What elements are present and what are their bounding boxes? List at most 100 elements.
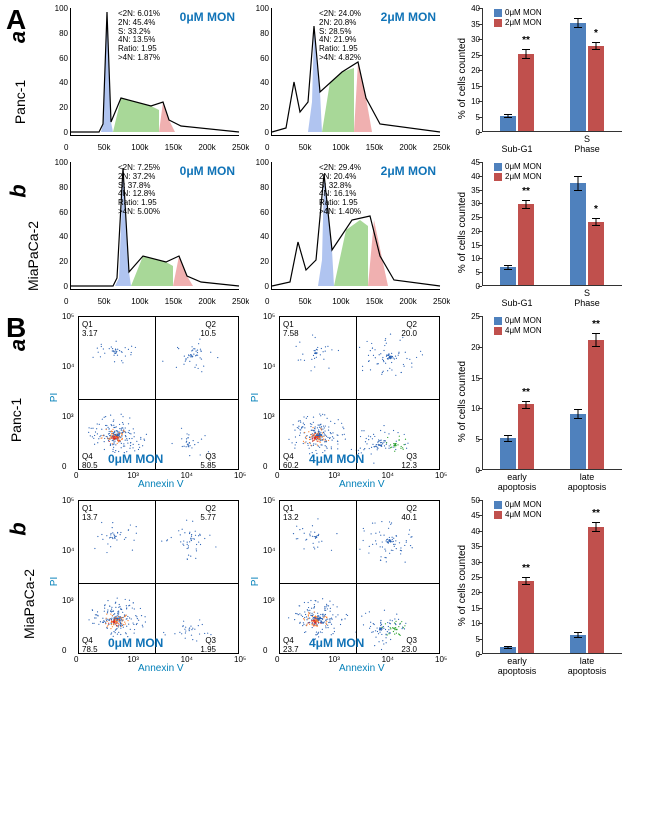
x-tick: 250k [232,297,249,306]
scatter-svg [280,501,440,651]
scatter-svg [79,317,239,467]
y-tick: 0 [263,462,267,471]
category-label: SPhase [552,134,622,154]
stat-line: >4N: 5.00% [118,208,160,217]
legend-label: 0μM MON [505,500,542,509]
quadrant-label: Q423.7 [283,636,299,654]
y-tick: 40 [59,78,68,87]
legend-item: 0μM MON [494,500,542,509]
category-label: earlyapoptosis [482,472,552,492]
scatter-ylabel: PI [49,393,60,402]
y-tick: 40 [260,78,269,87]
category-label: Sub-G1 [482,144,552,154]
x-tick: 200k [198,143,215,152]
bar [500,267,516,285]
histogram-panel: <2N: 29.4%2N: 20.4%S: 32.8%4N: 16.1%Rati… [249,158,444,308]
y-tick: 10⁵ [263,312,275,321]
legend-item: 0μM MON [494,8,542,17]
histogram-panel: <2N: 24.0%2N: 20.8%S: 28.5%4N: 21.9%Rati… [249,4,444,154]
bar-legend: 0μM MON2μM MON [494,8,542,28]
legend-item: 0μM MON [494,162,542,171]
bar [570,183,586,285]
bar-group: ** [500,54,534,132]
y-tick: 60 [59,54,68,63]
sample-label: 0μM MON [180,164,235,178]
bar-group: ** [500,204,534,285]
legend-swatch [494,19,502,27]
x-tick: 150k [165,143,182,152]
scatter-panel: Q113.7Q25.77Q31.95Q478.50μM MONPIAnnexin… [48,496,243,676]
category-label: lateapoptosis [552,656,622,676]
scatter-svg [280,317,440,467]
x-tick: 250k [433,297,450,306]
row-sublabel: b [6,522,32,535]
section-a-row: aPanc-1 <2N: 6.01%2N: 45.4%S: 33.2%4N: 1… [4,4,656,154]
histogram-stats: <2N: 6.01%2N: 45.4%S: 33.2%4N: 13.5%Rati… [118,10,160,63]
x-tick: 150k [366,297,383,306]
quadrant-label: Q13.17 [82,320,98,338]
y-tick: 80 [59,29,68,38]
sample-label: 2μM MON [381,10,436,24]
x-tick: 200k [198,297,215,306]
x-tick: 0 [265,143,269,152]
bar-group: ** [570,527,604,653]
legend-label: 2μM MON [505,172,542,181]
section-b-row: aPanc-1Q13.17Q210.5Q35.85Q480.50μM MONPI… [4,312,656,492]
y-tick: 10³ [263,412,275,421]
bar: * [588,46,604,131]
stat-line: >4N: 4.82% [319,54,361,63]
quadrant-label: Q460.2 [283,452,299,470]
x-tick: 150k [366,143,383,152]
y-tick: 0 [62,462,66,471]
histogram-stats: <2N: 7.25%2N: 37.2%S: 37.8%4N: 12.8%Rati… [118,164,160,217]
figure-root: A aPanc-1 <2N: 6.01%2N: 45.4%S: 33.2%4N:… [0,0,660,684]
sample-label: 0μM MON [108,452,163,466]
significance-marker: ** [522,35,530,46]
sample-label: 4μM MON [309,636,364,650]
x-tick: 50k [98,297,111,306]
legend-label: 4μM MON [505,326,542,335]
y-tick: 10⁵ [62,312,74,321]
x-tick: 10³ [127,655,139,664]
x-tick: 10³ [328,471,340,480]
bar [500,116,516,132]
y-tick: 60 [260,208,269,217]
bar: ** [588,340,604,469]
cell-line-label: Panc-1 [12,80,28,124]
bar-ylabel: % of cells counted [457,361,468,442]
x-tick: 250k [433,143,450,152]
y-tick: 10⁴ [62,362,74,371]
sample-label: 0μM MON [108,636,163,650]
significance-marker: ** [522,563,530,574]
scatter-xlabel: Annexin V [339,663,385,674]
y-tick: 100 [55,158,68,167]
bar-legend: 0μM MON4μM MON [494,500,542,520]
bar-group: * [570,183,604,285]
legend-swatch [494,163,502,171]
category-label: lateapoptosis [552,472,622,492]
x-tick: 10⁴ [382,655,394,664]
significance-marker: ** [592,508,600,519]
scatter-panel: Q113.2Q240.1Q323.0Q423.74μM MONPIAnnexin… [249,496,444,676]
sample-label: 0μM MON [180,10,235,24]
y-tick: 20 [59,257,68,266]
legend-item: 2μM MON [494,18,542,27]
histogram-panel: <2N: 6.01%2N: 45.4%S: 33.2%4N: 13.5%Rati… [48,4,243,154]
y-tick: 20 [260,257,269,266]
legend-swatch [494,327,502,335]
y-tick: 100 [256,158,269,167]
significance-marker: ** [522,186,530,197]
category-label: SPhase [552,288,622,308]
y-tick: 0 [265,128,269,137]
legend-item: 4μM MON [494,326,542,335]
bar: ** [588,527,604,653]
bar: ** [518,404,534,469]
x-tick: 0 [74,655,78,664]
scatter-xlabel: Annexin V [138,479,184,490]
y-tick: 80 [260,29,269,38]
scatter-xlabel: Annexin V [339,479,385,490]
section-b-row: bMiaPaCa-2Q113.7Q25.77Q31.95Q478.50μM MO… [4,496,656,676]
y-tick: 100 [55,4,68,13]
bar-chart: ****0510152025% of cells counted0μM MON4… [450,312,626,492]
bar [570,414,586,469]
